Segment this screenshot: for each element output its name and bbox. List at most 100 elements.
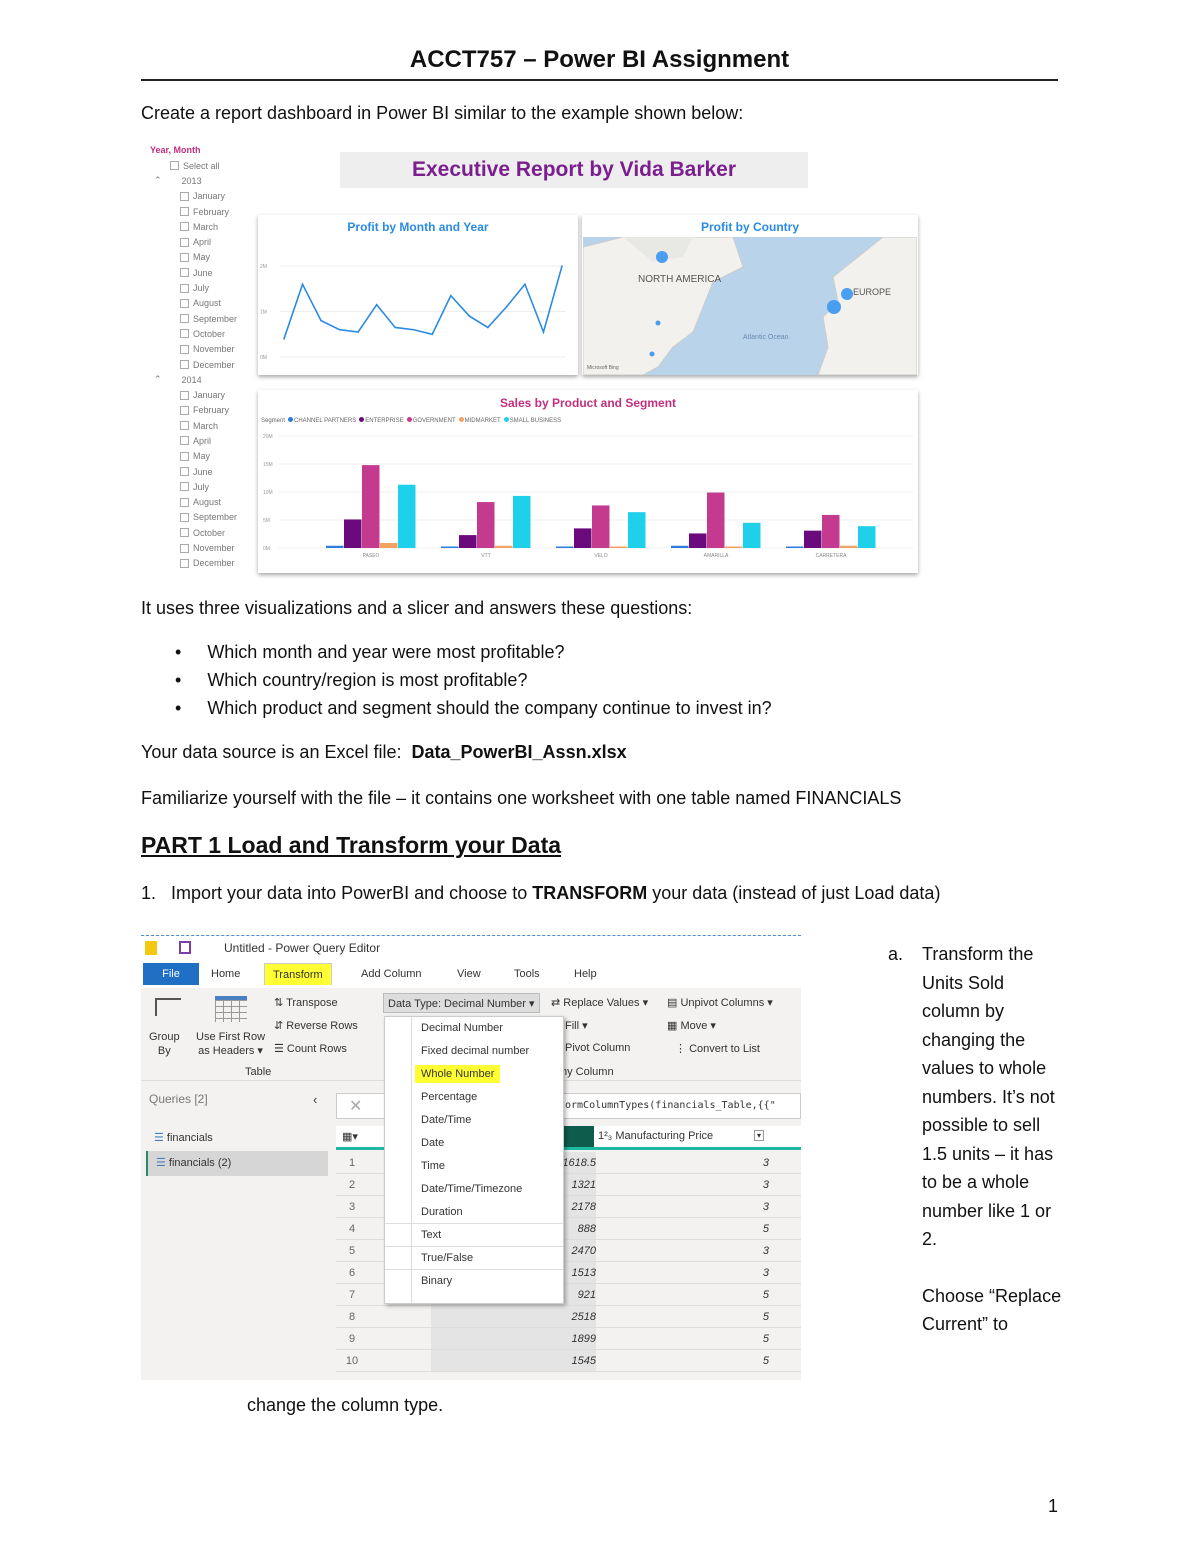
ribbon-tab-help[interactable]: Help bbox=[574, 968, 597, 980]
slicer-month[interactable]: May bbox=[150, 250, 255, 265]
checkbox[interactable] bbox=[180, 482, 189, 492]
menu-item-date-time-timezone[interactable]: Date/Time/Timezone bbox=[385, 1178, 563, 1201]
save-icon[interactable] bbox=[179, 941, 191, 954]
checkbox[interactable] bbox=[180, 314, 189, 324]
slicer-month[interactable]: October bbox=[150, 326, 255, 341]
line-point bbox=[450, 294, 452, 297]
slicer-month[interactable]: September bbox=[150, 510, 255, 525]
count-rows-button[interactable]: ☰ Count Rows bbox=[274, 1043, 347, 1055]
cancel-formula-icon[interactable]: ✕ bbox=[349, 1098, 363, 1115]
year-month-slicer[interactable]: Year, Month Select all ⌃ 2013 January Februa… bbox=[150, 145, 255, 571]
unpivot-columns-button[interactable]: ▤ Unpivot Columns ▾ bbox=[667, 997, 773, 1009]
move-button[interactable]: ▦ Move ▾ bbox=[667, 1020, 716, 1032]
menu-item-label: True/False bbox=[421, 1252, 474, 1264]
checkbox[interactable] bbox=[180, 543, 189, 553]
slicer-month[interactable]: August bbox=[150, 296, 255, 311]
menu-item-fixed-decimal-number[interactable]: Fixed decimal number bbox=[385, 1040, 563, 1063]
slicer-month[interactable]: July bbox=[150, 479, 255, 494]
reverse-rows-button[interactable]: ⇵ Reverse Rows bbox=[274, 1020, 358, 1032]
bar bbox=[628, 512, 646, 548]
data-type-dropdown[interactable]: Data Type: Decimal Number ▾ bbox=[383, 993, 540, 1013]
checkbox[interactable] bbox=[180, 298, 189, 308]
slicer-month[interactable]: June bbox=[150, 464, 255, 479]
slicer-month[interactable]: January bbox=[150, 387, 255, 402]
checkbox[interactable] bbox=[180, 222, 189, 232]
checkbox[interactable] bbox=[180, 497, 189, 507]
slicer-month[interactable]: April bbox=[150, 433, 255, 448]
slicer-year[interactable]: ⌃ 2014 bbox=[150, 372, 255, 387]
checkbox[interactable] bbox=[180, 467, 189, 477]
slicer-month[interactable]: July bbox=[150, 280, 255, 295]
checkbox[interactable] bbox=[180, 390, 189, 400]
checkbox[interactable] bbox=[180, 436, 189, 446]
slicer-month[interactable]: March bbox=[150, 418, 255, 433]
checkbox[interactable] bbox=[180, 268, 189, 278]
replace-values-button[interactable]: ⇄ Replace Values ▾ bbox=[551, 997, 649, 1009]
slicer-month[interactable]: June bbox=[150, 265, 255, 280]
slicer-month[interactable]: August bbox=[150, 495, 255, 510]
checkbox[interactable] bbox=[180, 344, 189, 354]
slicer-select-all[interactable]: Select all bbox=[150, 158, 255, 173]
slicer-month[interactable]: November bbox=[150, 540, 255, 555]
legend-swatch bbox=[288, 417, 294, 422]
ribbon-tab-add-column[interactable]: Add Column bbox=[361, 968, 422, 980]
menu-item-text[interactable]: Text bbox=[385, 1224, 563, 1247]
checkbox[interactable] bbox=[180, 252, 189, 262]
ribbon-tab-transform[interactable]: Transform bbox=[264, 963, 332, 985]
slicer-month[interactable]: December bbox=[150, 357, 255, 372]
group-by-button[interactable]: Group By bbox=[149, 1031, 180, 1057]
checkbox[interactable] bbox=[180, 451, 189, 461]
pivot-column-button[interactable]: Pivot Column bbox=[565, 1042, 631, 1054]
convert-to-list-button[interactable]: ⋮ Convert to List bbox=[675, 1043, 760, 1055]
collapse-chevron-icon[interactable]: ⌃ bbox=[154, 374, 162, 385]
checkbox[interactable] bbox=[180, 512, 189, 522]
checkbox[interactable] bbox=[180, 329, 189, 339]
ribbon-tab-home[interactable]: Home bbox=[211, 968, 241, 980]
menu-item-duration[interactable]: Duration bbox=[385, 1201, 563, 1224]
ribbon-tab-view[interactable]: View bbox=[457, 968, 481, 980]
checkbox[interactable] bbox=[170, 161, 179, 171]
slicer-month[interactable]: January bbox=[150, 189, 255, 204]
menu-item-binary[interactable]: Binary bbox=[385, 1270, 563, 1293]
checkbox[interactable] bbox=[180, 528, 189, 538]
table-menu-icon[interactable]: ▦▾ bbox=[342, 1131, 358, 1143]
fill-button[interactable]: Fill ▾ bbox=[565, 1020, 588, 1032]
checkbox[interactable] bbox=[180, 421, 189, 431]
slicer-month[interactable]: September bbox=[150, 311, 255, 326]
slicer-month[interactable]: February bbox=[150, 403, 255, 418]
column-header-manufacturing-price[interactable]: 1²₃ Manufacturing Price bbox=[598, 1130, 714, 1142]
menu-item-percentage[interactable]: Percentage bbox=[385, 1086, 563, 1109]
checkbox[interactable] bbox=[180, 207, 189, 217]
checkbox[interactable] bbox=[180, 283, 189, 293]
checkbox[interactable] bbox=[180, 558, 189, 568]
menu-item-date-time[interactable]: Date/Time bbox=[385, 1109, 563, 1132]
collapse-queries-icon[interactable]: ‹ bbox=[313, 1092, 318, 1107]
slicer-month[interactable]: March bbox=[150, 219, 255, 234]
slicer-month[interactable]: February bbox=[150, 204, 255, 219]
slicer-month[interactable]: October bbox=[150, 525, 255, 540]
query-item[interactable]: ☰ financials bbox=[146, 1126, 328, 1151]
menu-item-whole-number[interactable]: Whole Number bbox=[385, 1063, 563, 1086]
month-label: June bbox=[193, 466, 213, 477]
menu-item-decimal-number[interactable]: Decimal Number bbox=[385, 1017, 563, 1040]
checkbox[interactable] bbox=[180, 237, 189, 247]
menu-item-true-false[interactable]: True/False bbox=[385, 1247, 563, 1270]
slicer-month[interactable]: May bbox=[150, 449, 255, 464]
slicer-month[interactable]: November bbox=[150, 342, 255, 357]
collapse-chevron-icon[interactable]: ⌃ bbox=[154, 175, 162, 186]
use-first-row-button[interactable]: Use First Row as Headers ▾ bbox=[196, 1031, 266, 1057]
menu-item-date[interactable]: Date bbox=[385, 1132, 563, 1155]
selected-column-header[interactable] bbox=[562, 1126, 594, 1147]
transpose-button[interactable]: ⇅ Transpose bbox=[274, 997, 338, 1009]
query-item[interactable]: ☰ financials (2) bbox=[146, 1151, 328, 1176]
checkbox[interactable] bbox=[180, 360, 189, 369]
menu-item-time[interactable]: Time bbox=[385, 1155, 563, 1178]
ribbon-tab-file[interactable]: File bbox=[143, 963, 199, 985]
ribbon-tab-tools[interactable]: Tools bbox=[514, 968, 540, 980]
slicer-year[interactable]: ⌃ 2013 bbox=[150, 173, 255, 188]
checkbox[interactable] bbox=[180, 405, 189, 415]
checkbox[interactable] bbox=[180, 191, 189, 201]
column-filter-icon[interactable]: ▾ bbox=[754, 1130, 765, 1141]
slicer-month[interactable]: December bbox=[150, 556, 255, 571]
slicer-month[interactable]: April bbox=[150, 234, 255, 249]
